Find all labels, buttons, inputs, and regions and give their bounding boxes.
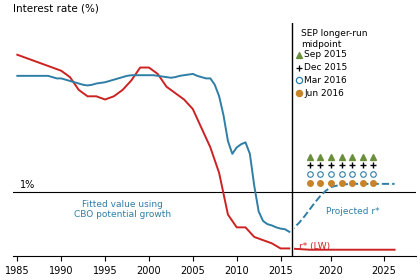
- Text: Interest rate (%): Interest rate (%): [13, 3, 99, 13]
- Text: SEP longer-run
midpoint: SEP longer-run midpoint: [301, 29, 368, 49]
- Text: r* (LW): r* (LW): [299, 242, 330, 251]
- Text: 2016:Q1: 2016:Q1: [294, 32, 336, 42]
- Text: Dec 2015: Dec 2015: [304, 63, 348, 72]
- Text: 1%: 1%: [20, 180, 35, 190]
- Text: Mar 2016: Mar 2016: [304, 76, 347, 85]
- Text: Projected r*: Projected r*: [326, 207, 379, 216]
- Text: Fitted value using
CBO potential growth: Fitted value using CBO potential growth: [74, 200, 171, 219]
- Text: Sep 2015: Sep 2015: [304, 50, 347, 59]
- Text: Jun 2016: Jun 2016: [304, 88, 344, 98]
